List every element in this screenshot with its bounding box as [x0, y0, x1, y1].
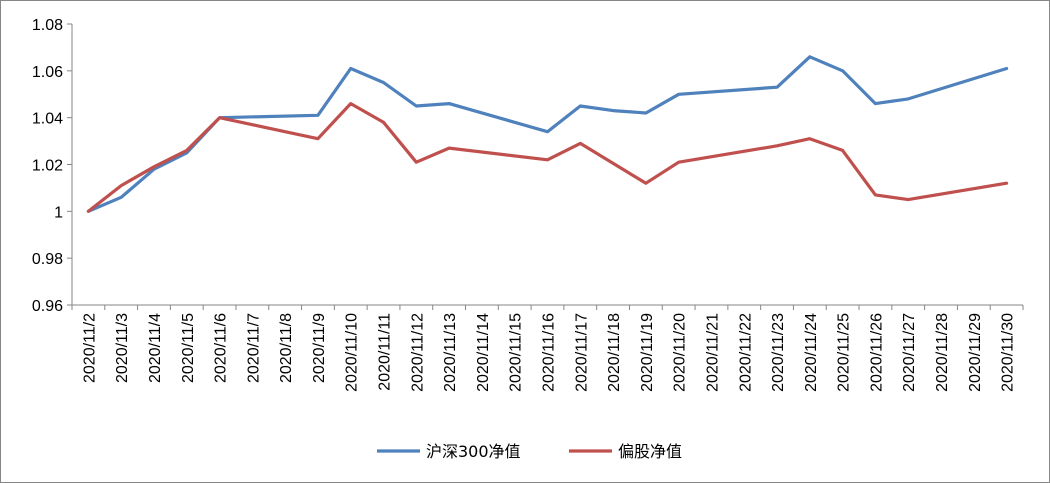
x-tick-label: 2020/11/16: [541, 313, 558, 392]
x-tick-label: 2020/11/4: [147, 313, 164, 383]
x-tick-label: 2020/11/26: [868, 313, 885, 392]
x-tick-label: 2020/11/12: [409, 313, 426, 392]
legend-label: 沪深300净值: [426, 442, 521, 461]
y-tick-label: 0.98: [32, 251, 63, 268]
y-tick-label: 1.04: [32, 111, 63, 128]
x-tick-label: 2020/11/6: [213, 313, 230, 383]
x-tick-label: 2020/11/10: [344, 313, 361, 392]
x-tick-label: 2020/11/20: [672, 313, 689, 392]
x-tick-label: 2020/11/15: [508, 313, 525, 392]
x-tick-label: 2020/11/2: [81, 313, 98, 383]
x-tick-label: 2020/11/14: [475, 313, 492, 392]
y-tick-label: 0.96: [32, 298, 63, 315]
x-tick-label: 2020/11/17: [573, 313, 590, 392]
x-tick-label: 2020/11/25: [836, 313, 853, 392]
x-tick-label: 2020/11/3: [114, 313, 131, 383]
x-tick-label: 2020/11/19: [639, 313, 656, 392]
y-tick-label: 1: [54, 204, 63, 221]
x-tick-label: 2020/11/7: [245, 313, 262, 383]
x-tick-label: 2020/11/18: [606, 313, 623, 392]
y-tick-label: 1.06: [32, 64, 63, 81]
series-lines: [86, 55, 1009, 213]
x-tick-label: 2020/11/24: [803, 313, 820, 392]
x-tick-label: 2020/11/5: [180, 313, 197, 383]
legend-label: 偏股净值: [618, 442, 682, 461]
y-tick-label: 1.08: [32, 17, 63, 34]
x-tick-label: 2020/11/8: [278, 313, 295, 383]
axes: [67, 23, 1024, 310]
series-line-2: [86, 101, 1009, 213]
x-tick-label: 2020/11/23: [770, 313, 787, 392]
x-tick-label: 2020/11/22: [737, 313, 754, 392]
x-tick-label: 2020/11/21: [704, 313, 721, 392]
x-tick-label: 2020/11/28: [934, 313, 951, 392]
x-tick-label: 2020/11/30: [1000, 313, 1017, 392]
legend: 沪深300净值 偏股净值: [377, 442, 682, 461]
x-tick-label: 2020/11/27: [901, 313, 918, 392]
x-tick-label: 2020/11/11: [377, 313, 394, 391]
x-tick-label: 2020/11/29: [967, 313, 984, 392]
x-tick-label: 2020/11/9: [311, 313, 328, 383]
y-tick-label: 1.02: [32, 158, 63, 175]
x-tick-labels: 2020/11/2 2020/11/3 2020/11/4 2020/11/5 2020…: [81, 313, 1016, 392]
x-tick-label: 2020/11/13: [442, 313, 459, 392]
y-tick-labels: 0.96 0.98 1 1.02 1.04 1.06 1.08: [32, 17, 63, 315]
